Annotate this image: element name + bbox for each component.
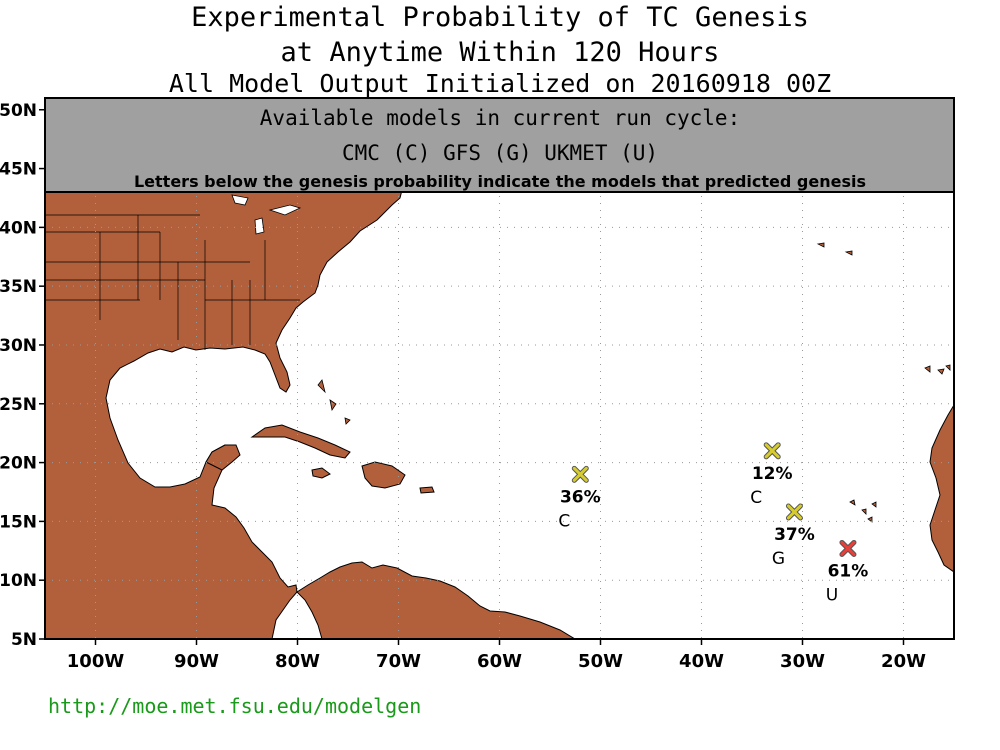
longitude-axis: 100W 90W 80W 70W 60W 50W 40W 30W 20W (67, 639, 926, 672)
genesis-marker[interactable]: 37% G (772, 503, 815, 569)
lat-tick-label: 15N (0, 512, 37, 532)
south-america-land (296, 561, 576, 639)
genesis-probability-label: 37% (774, 525, 815, 545)
title-line-2: at Anytime Within 120 Hours (280, 37, 720, 68)
genesis-probability-label: 61% (828, 561, 869, 581)
lon-tick-label: 50W (578, 651, 623, 672)
marker-x-icon (572, 466, 588, 482)
genesis-probability-label: 36% (560, 487, 601, 507)
hispaniola-land (361, 461, 406, 489)
genesis-probability-label: 12% (752, 464, 793, 484)
lat-tick-label: 10N (0, 571, 37, 591)
cape-verde-islands (849, 499, 877, 523)
lon-tick-label: 30W (780, 651, 825, 672)
lat-tick-label: 5N (11, 630, 37, 650)
africa-land (929, 404, 954, 573)
lat-tick-label: 30N (0, 336, 37, 356)
genesis-marker[interactable]: 36% C (558, 465, 601, 531)
genesis-marker[interactable]: 12% C (750, 442, 793, 508)
banner-line3: Letters below the genesis probability in… (134, 172, 866, 191)
lon-tick-label: 80W (275, 651, 320, 672)
lat-tick-label: 50N (0, 101, 37, 121)
lon-tick-label: 70W (376, 651, 421, 672)
lon-tick-label: 100W (67, 651, 125, 672)
yucatan-land (205, 444, 241, 471)
canary-islands (924, 364, 951, 375)
latitude-axis: 50N 45N 40N 35N 30N 25N 20N 15N 10N 5N (0, 101, 45, 650)
puerto-rico-land (419, 486, 435, 494)
lon-tick-label: 20W (881, 651, 926, 672)
genesis-model-label: C (558, 511, 570, 531)
title-line-1: Experimental Probability of TC Genesis (191, 2, 809, 33)
lon-tick-label: 60W (477, 651, 522, 672)
lat-tick-label: 45N (0, 160, 37, 180)
marker-x-icon (786, 504, 802, 520)
marker-x-icon (840, 540, 856, 556)
great-lakes (231, 194, 302, 235)
genesis-marker[interactable]: 61% U (826, 539, 869, 605)
genesis-markers: 36% C 12% C 37% G 61% U (558, 442, 869, 605)
genesis-model-label: G (772, 549, 785, 569)
north-america-land (45, 189, 403, 639)
state-borders (45, 214, 300, 350)
lat-tick-label: 35N (0, 277, 37, 297)
bahamas-land (317, 379, 351, 425)
source-url-link[interactable]: http://moe.met.fsu.edu/modelgen (48, 694, 422, 718)
genesis-model-label: U (826, 585, 838, 605)
lat-tick-label: 40N (0, 218, 37, 238)
marker-x-icon (764, 443, 780, 459)
banner-line2: CMC (C) GFS (G) UKMET (U) (342, 141, 658, 165)
lat-tick-label: 25N (0, 395, 37, 415)
azores-islands (816, 242, 853, 256)
lon-tick-label: 40W (679, 651, 724, 672)
lon-tick-label: 90W (174, 651, 219, 672)
jamaica-land (311, 467, 331, 479)
genesis-model-label: C (750, 488, 762, 508)
title-line-3: All Model Output Initialized on 20160918… (168, 69, 832, 98)
banner-line1: Available models in current run cycle: (260, 106, 740, 130)
cuba-land (250, 424, 351, 459)
model-banner (44, 97, 955, 193)
lat-tick-label: 20N (0, 454, 37, 474)
